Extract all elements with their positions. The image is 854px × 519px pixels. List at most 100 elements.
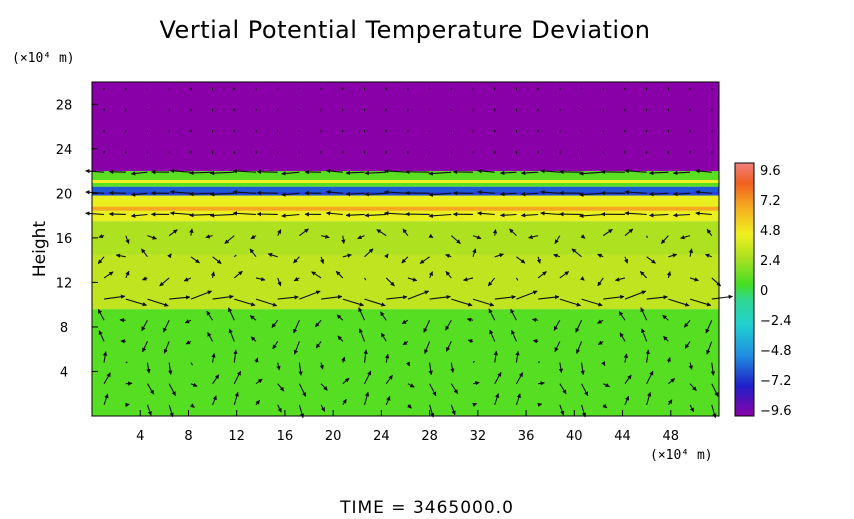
wind-vector	[233, 391, 239, 406]
wind-vector	[581, 383, 589, 397]
wind-vector	[419, 256, 430, 264]
wind-vector	[385, 277, 395, 287]
wind-vector	[489, 329, 496, 342]
wind-vector	[363, 391, 370, 406]
wind-vector	[597, 319, 604, 324]
wind-vector	[581, 404, 587, 418]
wind-vector	[580, 362, 585, 376]
wind-vector	[162, 320, 170, 333]
wind-vector	[450, 404, 456, 416]
wind-vector	[603, 294, 625, 300]
wind-vector	[538, 381, 545, 386]
wind-vector	[168, 383, 176, 396]
wind-vector	[662, 314, 669, 321]
wind-vector	[168, 404, 174, 418]
x-tick-label: 48	[662, 429, 679, 444]
wind-vector	[494, 253, 504, 258]
wind-vector	[428, 271, 433, 279]
wind-vector	[342, 377, 350, 385]
wind-vector	[293, 341, 300, 355]
wind-vector	[646, 295, 668, 300]
wind-vector	[705, 320, 713, 334]
wind-vector	[597, 277, 604, 287]
wind-vector	[376, 229, 387, 237]
wind-vector	[407, 290, 430, 300]
wind-vector	[688, 362, 693, 370]
wind-vector	[684, 341, 691, 349]
colorbar-tick-label: −7.2	[760, 374, 792, 389]
wind-vector	[597, 253, 604, 258]
wind-vector	[579, 171, 604, 176]
wind-vector	[445, 271, 452, 279]
wind-vector	[509, 228, 517, 237]
wind-vector	[383, 168, 408, 174]
wind-vector	[672, 191, 691, 197]
wind-vector	[207, 331, 214, 342]
wind-vector	[314, 319, 322, 328]
wind-vector	[477, 211, 495, 216]
wind-vector	[271, 319, 279, 328]
wind-vector	[602, 228, 613, 237]
wind-vector	[250, 234, 257, 240]
wind-vector	[579, 192, 604, 197]
wind-vector	[704, 253, 712, 258]
wind-vector	[515, 393, 521, 406]
wind-vector	[233, 370, 242, 384]
wind-vector	[558, 362, 564, 374]
wind-vector	[169, 295, 191, 300]
wind-vector	[666, 271, 672, 279]
wind-vector	[184, 319, 192, 324]
wind-vector	[337, 335, 344, 342]
colorbar-tick-label: 0	[760, 284, 768, 299]
wind-vector	[553, 319, 561, 331]
wind-vector	[102, 351, 108, 363]
y-tick-label: 8	[60, 321, 68, 336]
wind-vector	[683, 319, 691, 328]
wind-vector	[255, 399, 261, 406]
wind-vector	[125, 298, 147, 307]
wind-vector	[212, 294, 234, 300]
wind-vector	[695, 168, 712, 174]
wind-vector	[624, 374, 632, 385]
wind-vector	[618, 311, 626, 321]
wind-vector	[597, 340, 604, 345]
x-tick-label: 20	[325, 429, 342, 444]
wind-vector	[520, 170, 539, 176]
wind-vector	[147, 298, 169, 307]
wind-vector	[639, 271, 648, 279]
wind-vector	[341, 356, 346, 363]
wind-vector	[169, 211, 191, 216]
temperature-band	[92, 309, 719, 416]
wind-vector	[281, 213, 300, 218]
time-footer: TIME = 3465000.0	[339, 498, 514, 518]
y-tick-label: 16	[56, 232, 73, 247]
wind-vector	[711, 294, 734, 300]
wind-vector	[363, 349, 368, 363]
x-tick-label: 8	[184, 429, 192, 444]
wind-vector	[580, 234, 586, 239]
wind-vector	[603, 383, 610, 388]
wind-vector	[695, 211, 712, 216]
wind-vector	[407, 277, 418, 282]
wind-vector	[233, 254, 237, 258]
wind-vector	[554, 235, 561, 245]
temperature-band	[92, 82, 719, 172]
wind-vector	[445, 341, 452, 352]
wind-vector	[515, 372, 524, 384]
wind-vector	[357, 235, 365, 240]
wind-vector	[689, 277, 699, 282]
wind-vector	[233, 270, 243, 279]
wind-vector	[472, 381, 480, 386]
wind-vector	[320, 256, 325, 264]
wind-vector	[492, 228, 498, 236]
wind-vector	[668, 253, 678, 258]
wind-vector	[232, 168, 257, 174]
x-tick-label: 24	[373, 429, 390, 444]
wind-vector	[648, 191, 669, 197]
wind-vector	[189, 170, 213, 176]
wind-vector	[477, 168, 495, 174]
wind-vector	[689, 298, 712, 307]
wind-vector	[516, 256, 526, 264]
wind-vector	[108, 211, 126, 217]
wind-vector	[97, 308, 105, 321]
